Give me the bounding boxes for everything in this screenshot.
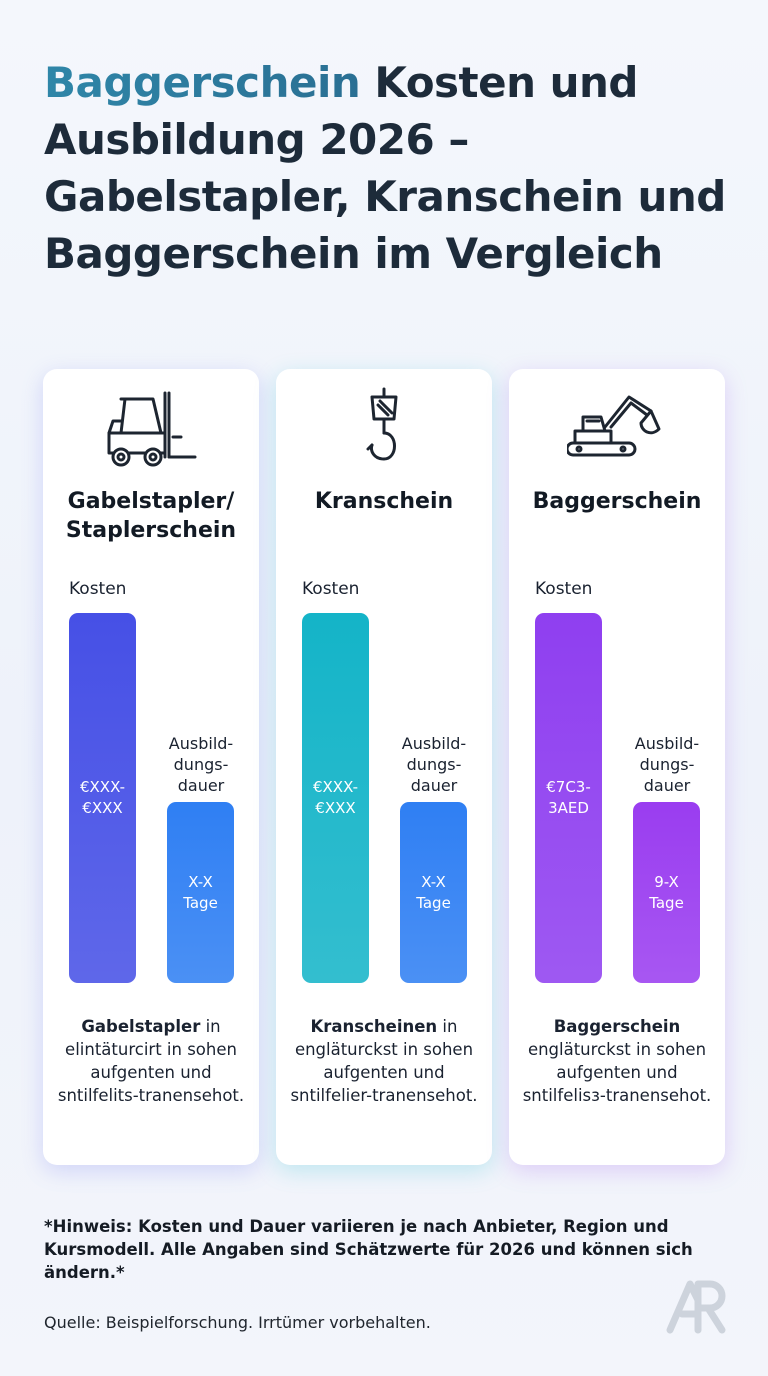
card-title-gabelstapler: Gabelstapler/ Staplerschein xyxy=(65,489,237,543)
card-description-baggerschein: Baggerschein engläturckst in sohen aufge… xyxy=(522,1017,712,1105)
page-title: Baggerschein Kosten und Ausbildung 2026 … xyxy=(44,54,734,282)
duration-value-kranschein: X-X Tage xyxy=(416,872,451,912)
excavator-icon xyxy=(509,387,725,467)
cost-bar-baggerschein: €7C3- 3AED xyxy=(535,613,602,983)
cost-bar-kranschein: €XXX- €XXX xyxy=(302,613,369,983)
duration-value-gabelstapler: X-X Tage xyxy=(183,872,218,912)
disclaimer-note: *Hinweis: Kosten und Dauer variieren je … xyxy=(44,1217,693,1282)
title-accent: Baggerschein xyxy=(44,58,361,107)
card-kranschein: Kranschein Kosten €XXX- €XXX Ausbild- du… xyxy=(276,369,492,1165)
card-title-kranschein: Kranschein xyxy=(314,489,454,514)
card-baggerschein: Baggerschein Kosten €7C3- 3AED Ausbild- … xyxy=(509,369,725,1165)
source-line: Quelle: Beispielforschung. Irrtümer vorb… xyxy=(44,1313,431,1332)
forklift-icon xyxy=(43,387,259,467)
card-gabelstapler: Gabelstapler/ Staplerschein Kosten €XXX-… xyxy=(43,369,259,1165)
duration-bar-baggerschein: 9-X Tage xyxy=(633,802,700,983)
duration-label: Ausbild- dungs- dauer xyxy=(634,734,700,795)
crane-hook-icon xyxy=(276,387,492,467)
cost-label: Kosten xyxy=(69,579,127,599)
cost-label: Kosten xyxy=(535,579,593,599)
duration-bar-gabelstapler: X-X Tage xyxy=(167,802,234,983)
cost-label: Kosten xyxy=(302,579,360,599)
card-description-kranschein: Kranscheinen in engläturckst in sohen au… xyxy=(290,1017,478,1105)
duration-label: Ausbild- dungs- dauer xyxy=(168,734,234,795)
card-title-baggerschein: Baggerschein xyxy=(532,489,702,514)
duration-label: Ausbild- dungs- dauer xyxy=(401,734,467,795)
cost-value-gabelstapler: €XXX- €XXX xyxy=(79,778,126,817)
duration-bar-kranschein: X-X Tage xyxy=(400,802,467,983)
card-description-gabelstapler: Gabelstapler in elintäturcirt in sohen a… xyxy=(57,1017,245,1105)
cost-bar-gabelstapler: €XXX- €XXX xyxy=(69,613,136,983)
cost-value-kranschein: €XXX- €XXX xyxy=(312,778,359,817)
cost-value-baggerschein: €7C3- 3AED xyxy=(546,778,591,817)
duration-value-baggerschein: 9-X Tage xyxy=(649,872,684,912)
title-rest: Kosten und Ausbildung 2026 – Gabelstaple… xyxy=(44,58,726,278)
ar-logo-icon xyxy=(664,1276,728,1336)
